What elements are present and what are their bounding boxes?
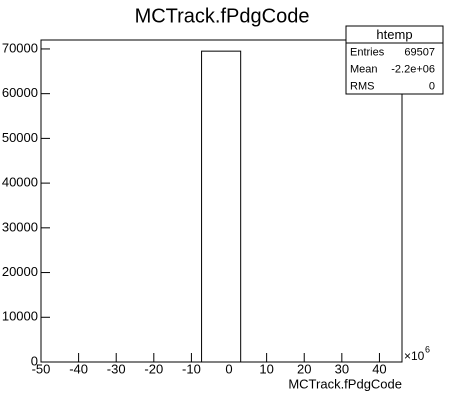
stats-value: 69507	[404, 46, 435, 58]
y-tick-label: 20000	[2, 264, 38, 279]
y-tick-label: 50000	[2, 130, 38, 145]
stats-title: htemp	[376, 27, 412, 42]
x-multiplier: ×10	[404, 349, 425, 363]
stats-value: -2.2e+06	[391, 63, 435, 75]
stats-label: Mean	[350, 63, 378, 75]
stats-box	[345, 25, 444, 95]
y-tick-label: 30000	[2, 219, 38, 234]
x-tick-label: 10	[259, 361, 273, 376]
x-tick-label: -20	[144, 361, 163, 376]
x-tick-label: 20	[297, 361, 311, 376]
chart-title: MCTrack.fPdgCode	[135, 5, 310, 27]
y-tick-label: 60000	[2, 85, 38, 100]
y-tick-label: 0	[31, 353, 38, 368]
y-tick-label: 40000	[2, 175, 38, 190]
x-tick-label: 30	[335, 361, 349, 376]
histogram-bar	[201, 50, 242, 363]
stats-label: Entries	[350, 46, 385, 58]
x-tick-label: -10	[182, 361, 201, 376]
stats-label: RMS	[350, 80, 374, 92]
x-axis-label: MCTrack.fPdgCode	[288, 376, 402, 391]
x-tick-label: -30	[107, 361, 126, 376]
y-tick-label: 10000	[2, 309, 38, 324]
x-tick-label: 40	[372, 361, 386, 376]
x-tick-label: 0	[225, 361, 232, 376]
x-multiplier-exponent: 6	[425, 344, 430, 354]
x-tick-label: -50	[32, 361, 51, 376]
x-tick-label: -40	[69, 361, 88, 376]
y-tick-label: 70000	[2, 40, 38, 55]
stats-value: 0	[429, 80, 435, 92]
